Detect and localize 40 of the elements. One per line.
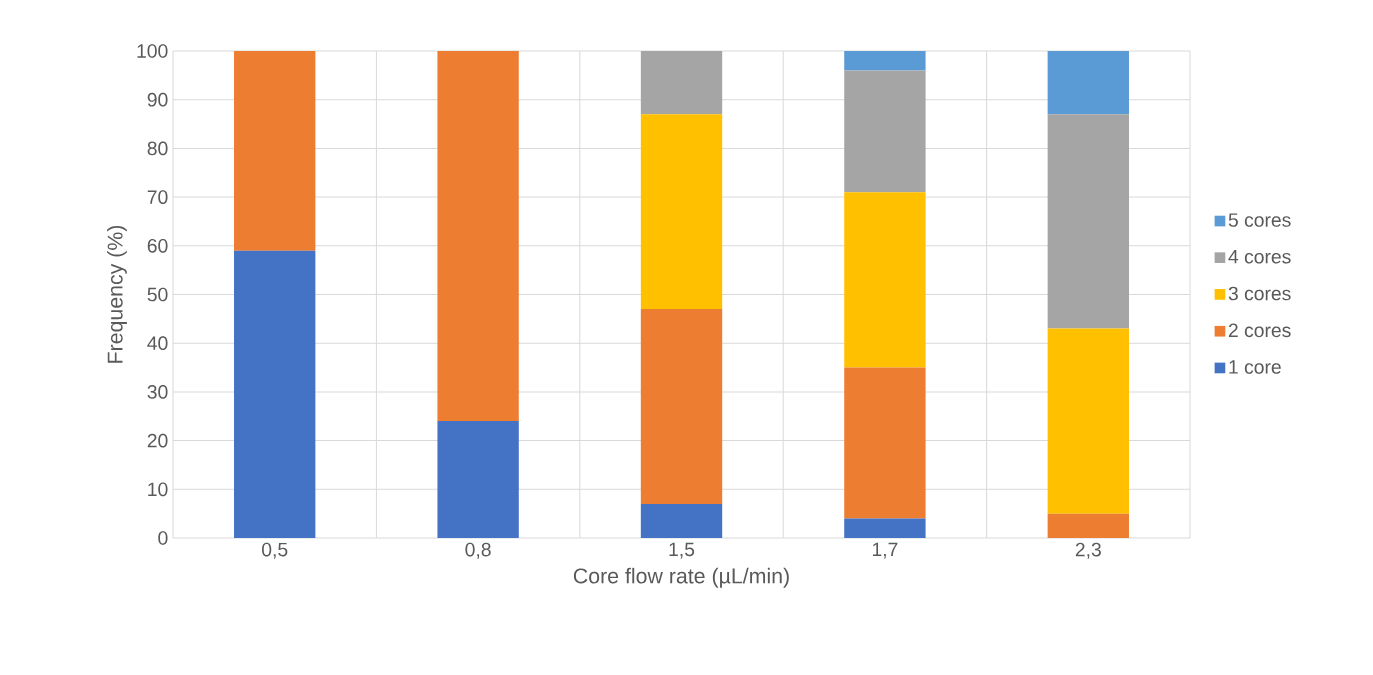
y-tick-label: 100 — [137, 44, 168, 58]
legend-label: 1 core — [1229, 360, 1281, 374]
x-axis-title: Core flow rate (µL/min) — [573, 567, 789, 588]
legend-label: 2 cores — [1228, 323, 1291, 338]
legend-label: 3 cores — [1228, 286, 1291, 301]
bar — [1047, 114, 1129, 329]
bar — [1047, 513, 1129, 538]
bar — [640, 503, 723, 538]
y-tick-label: 40 — [147, 336, 168, 351]
y-tick-label: 70 — [147, 190, 168, 204]
y-tick-label: 90 — [147, 92, 168, 107]
y-axis-title: Frequency (%) — [107, 225, 127, 363]
bar — [640, 50, 723, 115]
y-tick-label: 50 — [147, 287, 168, 302]
bar — [437, 50, 519, 422]
bar — [640, 309, 723, 504]
y-tick-label: 20 — [147, 433, 168, 448]
y-tick-label: 80 — [147, 141, 168, 156]
bar — [844, 367, 926, 519]
x-tick-label: 2,3 — [1075, 542, 1101, 559]
bar — [234, 50, 316, 251]
x-tick-label: 0,5 — [262, 542, 288, 559]
bar — [844, 518, 926, 538]
bar — [640, 114, 723, 310]
bar — [1047, 328, 1129, 514]
y-tick-label: 0 — [158, 531, 168, 545]
legend-label: 5 cores — [1228, 213, 1291, 227]
x-tick-label: 1,5 — [669, 542, 695, 559]
y-tick-label: 60 — [147, 238, 168, 253]
bar — [844, 70, 926, 193]
x-tick-label: 1,7 — [872, 542, 898, 559]
bar — [1047, 50, 1129, 115]
y-tick-label: 10 — [148, 482, 168, 497]
bar — [234, 250, 316, 538]
bar — [844, 50, 926, 71]
bar — [437, 421, 519, 538]
bar — [844, 192, 926, 368]
y-tick-label: 30 — [147, 385, 168, 399]
legend-label: 4 cores — [1228, 250, 1291, 264]
x-tick-label: 0,8 — [465, 542, 491, 559]
